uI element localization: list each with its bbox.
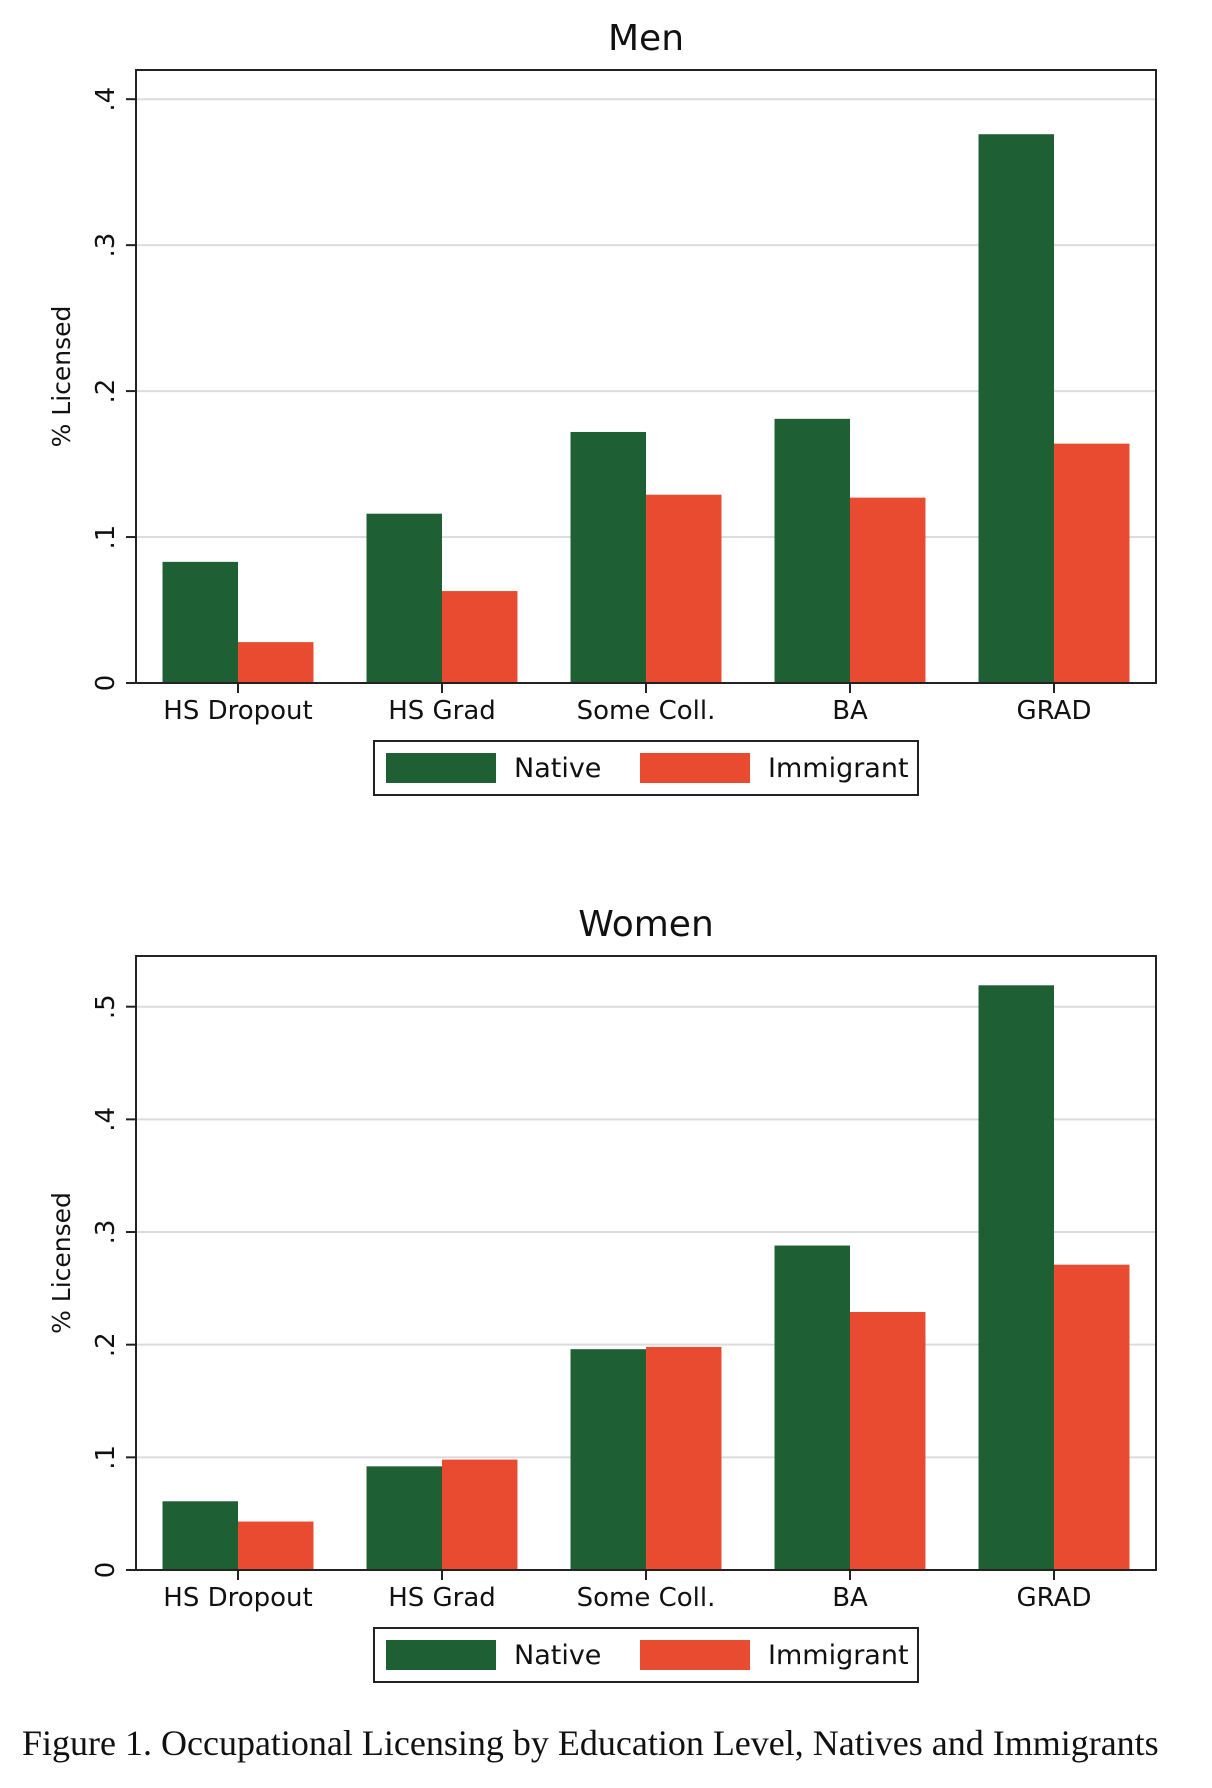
y-tick-label: .1 xyxy=(91,525,121,550)
bar-native xyxy=(570,431,646,683)
y-tick-label: .2 xyxy=(91,379,121,404)
legend-label-immigrant: Immigrant xyxy=(768,1640,909,1671)
y-tick-label: .4 xyxy=(91,1107,121,1132)
x-tick-label: Some Coll. xyxy=(577,1583,716,1613)
y-axis-label: % Licensed xyxy=(47,306,76,448)
x-tick-label: GRAD xyxy=(1017,1583,1092,1613)
bar-immigrant xyxy=(238,1521,314,1570)
legend-key-immigrant xyxy=(640,753,750,783)
bar-immigrant xyxy=(1054,443,1130,683)
figure-caption: Figure 1. Occupational Licensing by Educ… xyxy=(22,1723,1159,1763)
bar-immigrant xyxy=(850,497,926,683)
x-tick-label: HS Dropout xyxy=(163,696,312,726)
bar-native xyxy=(978,134,1054,683)
x-tick-label: GRAD xyxy=(1017,696,1092,726)
y-tick-label: .5 xyxy=(91,994,121,1019)
bar-native xyxy=(162,561,238,683)
bar-immigrant xyxy=(850,1312,926,1570)
bar-immigrant xyxy=(1054,1264,1130,1570)
legend-key-native xyxy=(386,753,496,783)
bar-immigrant xyxy=(442,591,518,683)
y-axis-label: % Licensed xyxy=(47,1192,76,1334)
chart-title: Women xyxy=(578,904,714,945)
y-tick-label: 0 xyxy=(91,675,121,692)
bar-native xyxy=(366,1466,442,1570)
legend-key-native xyxy=(386,1640,496,1670)
bar-native xyxy=(774,1245,850,1570)
bar-native xyxy=(774,418,850,683)
women-chart: Women 0 .1 .2 .3 .4 .5 % Licensed HS Dropout HS G… xyxy=(47,904,1157,1683)
bar-immigrant xyxy=(442,1459,518,1570)
chart-title: Men xyxy=(608,18,684,59)
x-tick-label: HS Grad xyxy=(388,1583,496,1613)
legend-label-native: Native xyxy=(514,753,601,784)
y-tick-label: .4 xyxy=(91,87,121,112)
x-tick-label: BA xyxy=(832,1583,868,1613)
bar-immigrant xyxy=(646,494,722,683)
legend-label-immigrant: Immigrant xyxy=(768,753,909,784)
men-chart: Men 0 .1 .2 .3 .4 % Licensed HS Dropout HS Grad S… xyxy=(47,18,1157,796)
legend-key-immigrant xyxy=(640,1640,750,1670)
x-tick-label: HS Dropout xyxy=(163,1583,312,1613)
plot-frame xyxy=(135,955,1157,1571)
bar-native xyxy=(978,985,1054,1570)
y-tick-label: .3 xyxy=(91,233,121,258)
bar-native xyxy=(366,513,442,683)
plot-frame xyxy=(135,69,1157,684)
bar-native xyxy=(570,1349,646,1570)
bar-immigrant xyxy=(238,642,314,683)
x-tick-label: HS Grad xyxy=(388,696,496,726)
y-tick-label: .2 xyxy=(91,1332,121,1357)
bar-immigrant xyxy=(646,1346,722,1570)
legend-label-native: Native xyxy=(514,1640,601,1671)
y-tick-label: .1 xyxy=(91,1445,121,1470)
bar-native xyxy=(162,1501,238,1570)
y-tick-label: 0 xyxy=(91,1562,121,1579)
x-tick-label: Some Coll. xyxy=(577,696,716,726)
x-tick-label: BA xyxy=(832,696,868,726)
y-tick-label: .3 xyxy=(91,1220,121,1245)
